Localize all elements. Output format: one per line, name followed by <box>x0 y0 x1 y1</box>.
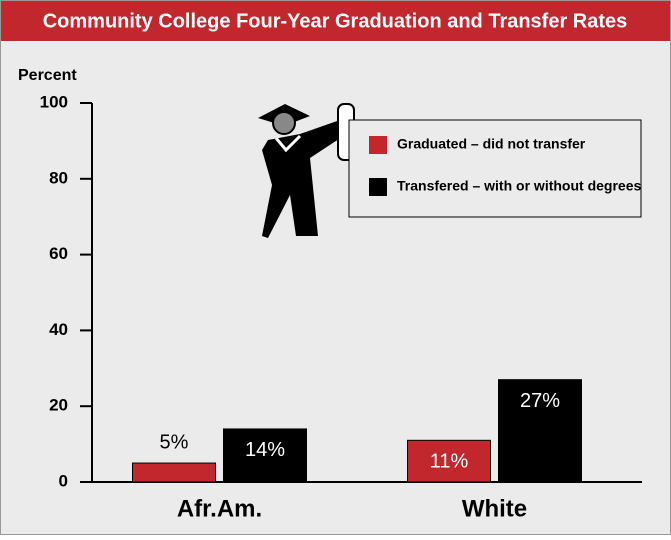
legend-swatch <box>369 136 387 154</box>
title-bar <box>1 1 670 41</box>
y-tick-label: 60 <box>49 244 68 263</box>
y-axis-label: Percent <box>18 67 77 84</box>
y-tick-label: 100 <box>40 92 68 111</box>
chart-title: Community College Four-Year Graduation a… <box>43 10 628 32</box>
legend-box <box>348 119 642 218</box>
bar <box>498 379 582 483</box>
y-tick-label: 80 <box>49 168 68 187</box>
y-tick-label: 0 <box>59 471 68 490</box>
value-label: 11% <box>430 451 469 473</box>
value-label: 5% <box>160 431 189 453</box>
value-label: 27% <box>520 390 560 412</box>
legend: Graduated – did not transfer Transfered –… <box>348 119 642 218</box>
bar <box>407 439 491 483</box>
legend-label: Graduated – did not transfer <box>397 136 586 152</box>
x-tick-label: Afr.Am. <box>177 495 262 522</box>
value-label: 14% <box>245 439 285 461</box>
x-tick-label: White <box>462 495 527 522</box>
bar <box>132 462 216 483</box>
bar <box>223 428 307 483</box>
y-tick-label: 40 <box>49 320 68 339</box>
legend-swatch <box>369 178 387 196</box>
y-tick-label: 20 <box>49 396 68 415</box>
legend-label: Transfered – with or without degrees <box>397 178 641 194</box>
